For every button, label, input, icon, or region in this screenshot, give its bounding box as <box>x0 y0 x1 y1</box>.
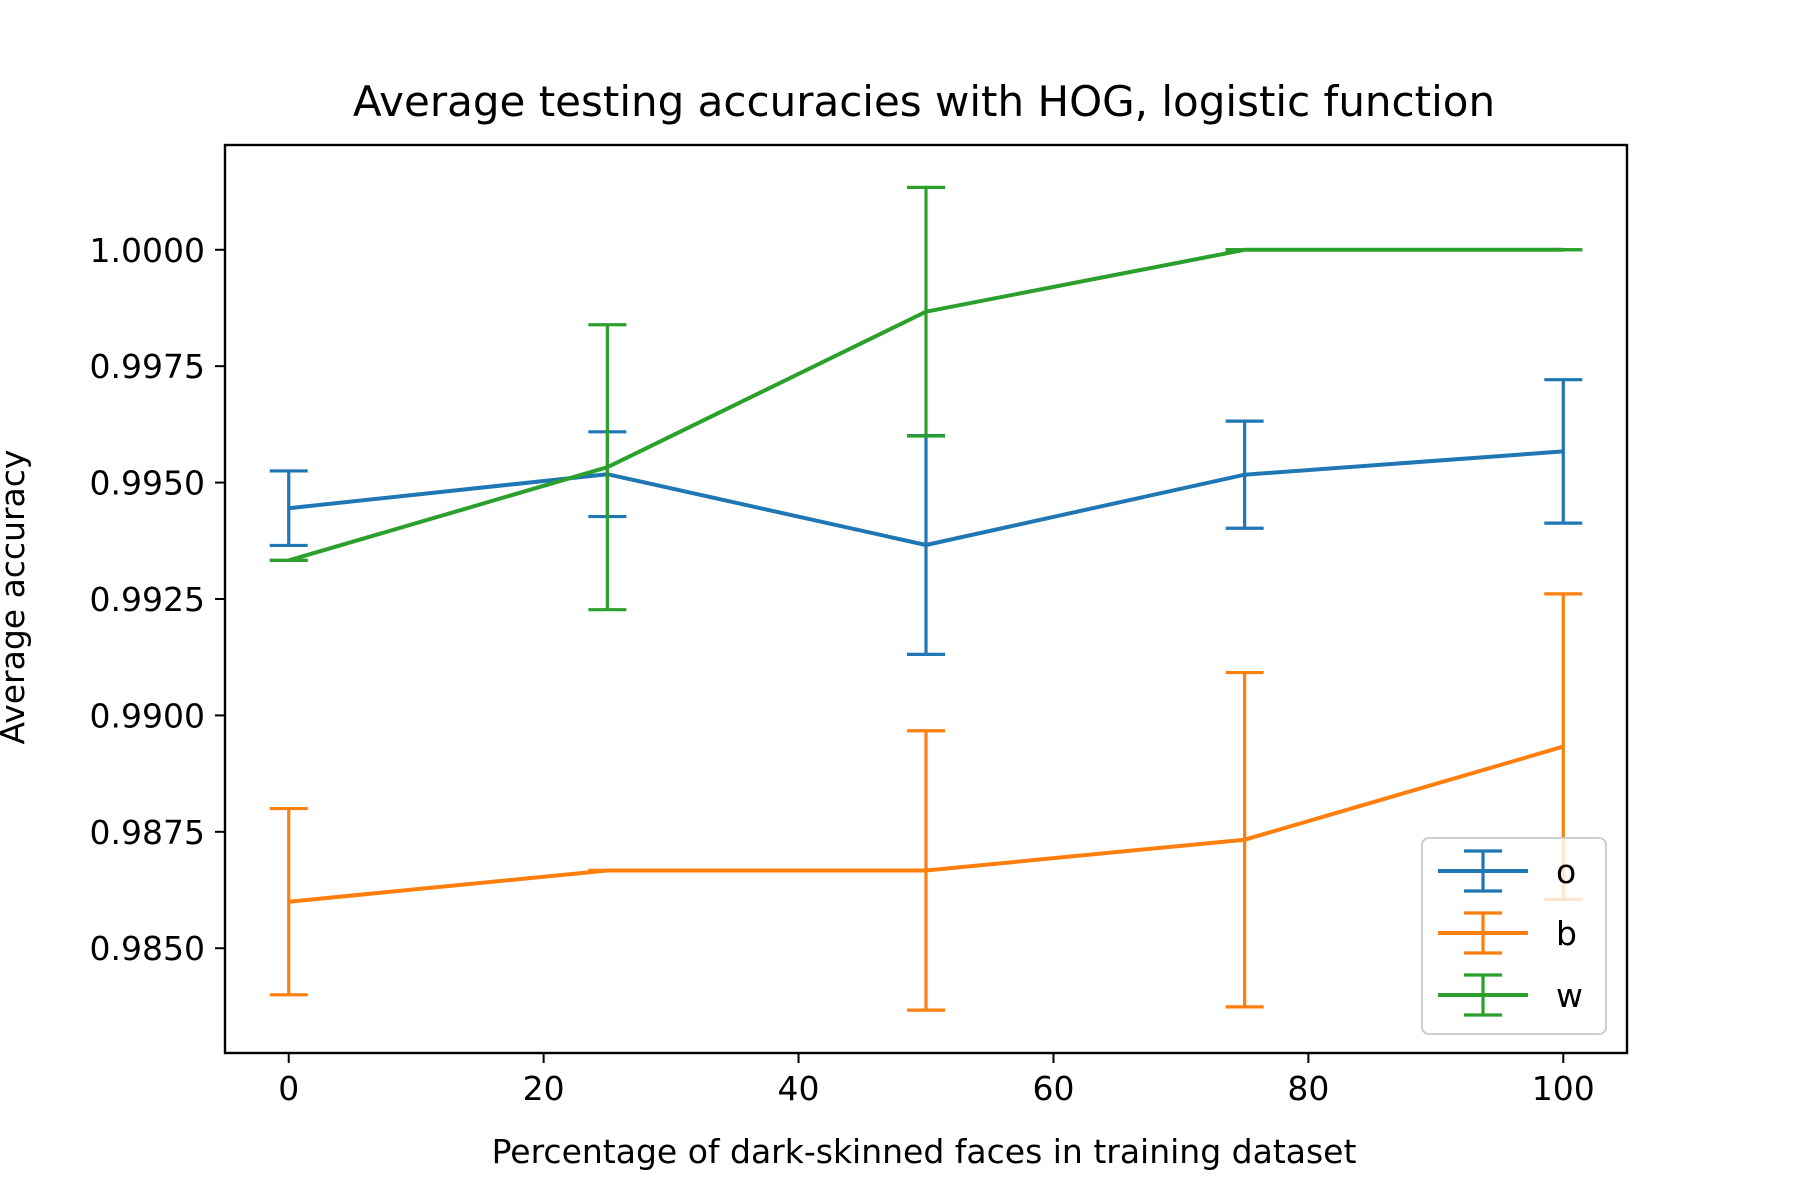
y-tick-label: 0.9925 <box>90 580 205 619</box>
y-axis-label: Average accuracy <box>0 450 32 745</box>
series-layer <box>269 185 1583 1012</box>
legend: obw <box>1421 837 1607 1035</box>
series-line-o <box>288 449 1564 547</box>
legend-label: b <box>1556 914 1577 953</box>
y-tick-label: 0.9850 <box>90 929 205 968</box>
x-tick-label: 60 <box>1032 1069 1074 1108</box>
plot-frame <box>223 143 1629 1055</box>
x-tick-label: 20 <box>523 1069 565 1108</box>
legend-item-o: o <box>1438 849 1576 893</box>
series-line-b <box>288 744 1564 904</box>
x-tick-label: 40 <box>778 1069 820 1108</box>
chart-title: Average testing accuracies with HOG, log… <box>353 77 1495 126</box>
y-tick-label: 0.9950 <box>90 464 205 503</box>
legend-item-w: w <box>1438 973 1583 1017</box>
y-tick-label: 0.9975 <box>90 347 205 386</box>
x-axis: 0 20 40 60 80 100 <box>278 1053 1595 1108</box>
legend-label: w <box>1556 976 1583 1015</box>
y-tick-label: 0.9900 <box>90 696 205 735</box>
x-tick-label: 100 <box>1532 1069 1595 1108</box>
y-tick-label: 1.0000 <box>90 231 205 270</box>
series-w <box>269 185 1583 612</box>
x-axis-label: Percentage of dark-skinned faces in trai… <box>492 1132 1357 1171</box>
legend-label: o <box>1556 852 1576 891</box>
x-tick-label: 80 <box>1287 1069 1329 1108</box>
legend-item-b: b <box>1438 911 1577 955</box>
series-line-w <box>288 247 1564 563</box>
legend-box <box>1421 837 1607 1035</box>
x-tick-label: 0 <box>278 1069 299 1108</box>
y-tick-label: 0.9875 <box>90 813 205 852</box>
y-axis: 0.9850 0.9875 0.9900 0.9925 0.9950 0.9975 1.00… <box>90 231 225 968</box>
series-b <box>269 592 1583 1012</box>
